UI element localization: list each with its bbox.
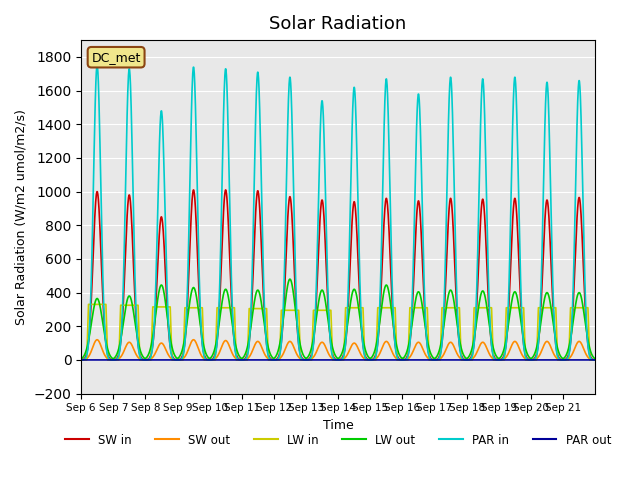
PAR out	[369, 357, 376, 363]
PAR in	[493, 357, 500, 363]
SW in	[129, 237, 136, 243]
SW in	[584, 343, 592, 349]
Legend: SW in, SW out, LW in, LW out, PAR in, PAR out: SW in, SW out, LW in, LW out, PAR in, PA…	[60, 429, 616, 451]
SW in	[240, 357, 248, 362]
PAR in	[369, 357, 377, 362]
PAR out	[129, 357, 136, 363]
LW out	[129, 303, 136, 309]
SW out	[141, 357, 149, 363]
SW out	[93, 337, 101, 343]
LW in	[591, 357, 599, 363]
LW in	[84, 301, 92, 307]
LW out	[522, 346, 529, 352]
SW out	[522, 356, 530, 362]
PAR in	[584, 345, 592, 350]
PAR out	[239, 357, 247, 363]
Text: DC_met: DC_met	[92, 51, 141, 64]
Y-axis label: Solar Radiation (W/m2 umol/m2/s): Solar Radiation (W/m2 umol/m2/s)	[15, 109, 28, 325]
LW in	[77, 357, 85, 363]
LW out	[591, 356, 599, 361]
SW out	[77, 357, 85, 363]
LW in	[240, 357, 248, 363]
LW out	[369, 353, 377, 359]
SW in	[77, 357, 85, 363]
SW out	[591, 357, 599, 363]
PAR in	[522, 354, 530, 360]
Title: Solar Radiation: Solar Radiation	[269, 15, 407, 33]
SW out	[240, 357, 248, 363]
PAR in	[129, 173, 136, 179]
LW out	[77, 356, 85, 362]
Line: LW in: LW in	[81, 304, 595, 360]
Line: LW out: LW out	[81, 279, 595, 359]
SW in	[493, 357, 500, 362]
SW in	[189, 187, 197, 193]
LW out	[239, 354, 247, 360]
PAR in	[93, 62, 101, 68]
SW out	[129, 344, 136, 349]
SW in	[591, 357, 599, 363]
SW out	[493, 357, 500, 363]
Line: SW in: SW in	[81, 190, 595, 360]
X-axis label: Time: Time	[323, 419, 353, 432]
SW out	[584, 355, 592, 360]
LW out	[286, 276, 294, 282]
LW in	[369, 357, 377, 363]
SW in	[369, 356, 377, 362]
LW out	[493, 354, 500, 360]
LW in	[522, 357, 529, 363]
PAR in	[141, 357, 149, 363]
LW out	[584, 337, 592, 343]
PAR in	[591, 357, 599, 363]
PAR out	[77, 357, 85, 363]
PAR in	[240, 357, 248, 363]
SW out	[369, 357, 377, 362]
PAR out	[493, 357, 500, 363]
PAR out	[591, 357, 599, 363]
SW in	[522, 353, 530, 359]
PAR out	[522, 357, 529, 363]
PAR in	[77, 357, 85, 363]
LW in	[584, 305, 592, 311]
LW in	[129, 302, 136, 308]
PAR out	[584, 357, 591, 363]
LW in	[493, 357, 500, 363]
Line: SW out: SW out	[81, 340, 595, 360]
Line: PAR in: PAR in	[81, 65, 595, 360]
SW in	[141, 357, 149, 363]
